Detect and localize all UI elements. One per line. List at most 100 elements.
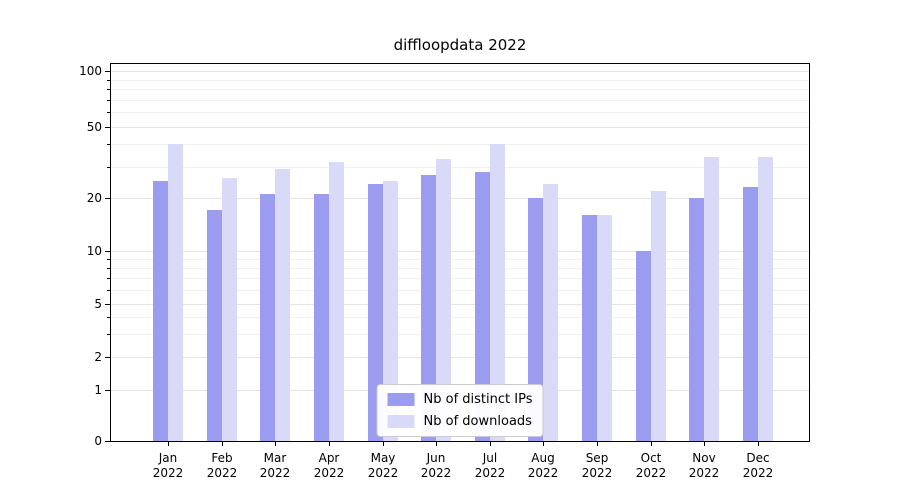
y-tick-label: 2 xyxy=(94,350,102,364)
x-tick-label: Sep 2022 xyxy=(567,451,627,481)
x-tick-mark xyxy=(383,442,384,446)
x-tick-year: 2022 xyxy=(581,466,613,480)
y-tick-mark xyxy=(105,251,110,252)
y-minor-tick-mark xyxy=(107,112,110,113)
y-tick-mark xyxy=(105,127,110,128)
x-tick-mark xyxy=(597,442,598,446)
y-tick-mark xyxy=(105,357,110,358)
bar-nb-of-distinct-ips-jun xyxy=(421,175,436,441)
bar-nb-of-downloads-dec xyxy=(758,157,773,441)
bar-nb-of-distinct-ips-jan xyxy=(153,181,168,441)
y-minor-tick-mark xyxy=(107,89,110,90)
x-tick-month: Sep xyxy=(585,451,609,465)
legend: Nb of distinct IPs Nb of downloads xyxy=(376,384,544,437)
x-tick-mark xyxy=(651,442,652,446)
y-tick-label: 20 xyxy=(86,191,102,205)
minor-gridline xyxy=(111,259,809,260)
x-tick-mark xyxy=(275,442,276,446)
y-minor-tick-mark xyxy=(107,290,110,291)
bar-nb-of-distinct-ips-mar xyxy=(260,194,275,441)
bar-nb-of-downloads-apr xyxy=(329,162,344,441)
major-gridline xyxy=(111,71,809,72)
minor-gridline xyxy=(111,80,809,81)
minor-gridline xyxy=(111,100,809,101)
bar-nb-of-downloads-jan xyxy=(168,144,183,441)
y-tick-label: 100 xyxy=(79,64,102,78)
bar-nb-of-distinct-ips-aug xyxy=(528,198,543,441)
x-tick-label: Oct 2022 xyxy=(621,451,681,481)
y-minor-tick-mark xyxy=(107,317,110,318)
x-tick-month: Apr xyxy=(318,451,340,465)
x-tick-year: 2022 xyxy=(474,466,506,480)
y-minor-tick-mark xyxy=(107,278,110,279)
bar-nb-of-distinct-ips-may xyxy=(368,184,383,441)
x-tick-month: Nov xyxy=(692,451,716,465)
bar-nb-of-distinct-ips-apr xyxy=(314,194,329,441)
y-minor-tick-mark xyxy=(107,144,110,145)
y-tick-label: 5 xyxy=(94,297,102,311)
x-tick-mark xyxy=(436,442,437,446)
bar-nb-of-downloads-mar xyxy=(275,169,290,441)
x-tick-label: Mar 2022 xyxy=(245,451,305,481)
x-tick-month: Jan xyxy=(158,451,178,465)
x-tick-year: 2022 xyxy=(742,466,774,480)
x-tick-label: Apr 2022 xyxy=(299,451,359,481)
major-gridline xyxy=(111,127,809,128)
bar-nb-of-distinct-ips-dec xyxy=(743,187,758,441)
y-tick-label: 10 xyxy=(86,244,102,258)
x-tick-label: Jun 2022 xyxy=(406,451,466,481)
y-tick-mark xyxy=(105,441,110,442)
chart-title: diffloopdata 2022 xyxy=(393,36,527,54)
minor-gridline xyxy=(111,268,809,269)
x-tick-year: 2022 xyxy=(259,466,291,480)
y-minor-tick-mark xyxy=(107,167,110,168)
x-tick-mark xyxy=(758,442,759,446)
major-gridline xyxy=(111,251,809,252)
bar-nb-of-downloads-may xyxy=(383,181,398,441)
legend-label-distinct-ips: Nb of distinct IPs xyxy=(423,392,533,407)
x-tick-mark xyxy=(168,442,169,446)
x-tick-year: 2022 xyxy=(367,466,399,480)
x-tick-year: 2022 xyxy=(152,466,184,480)
minor-gridline xyxy=(111,89,809,90)
minor-gridline xyxy=(111,112,809,113)
bar-nb-of-downloads-aug xyxy=(543,184,558,441)
x-tick-mark xyxy=(490,442,491,446)
legend-swatch-downloads xyxy=(387,415,415,428)
bar-nb-of-distinct-ips-nov xyxy=(689,198,704,441)
y-tick-mark xyxy=(105,71,110,72)
y-tick-label: 1 xyxy=(94,383,102,397)
bar-nb-of-distinct-ips-feb xyxy=(207,210,222,441)
x-tick-month: Jul xyxy=(482,451,498,465)
x-tick-month: Aug xyxy=(531,451,555,465)
x-tick-year: 2022 xyxy=(688,466,720,480)
major-gridline xyxy=(111,198,809,199)
x-tick-label: Jul 2022 xyxy=(460,451,520,481)
legend-entry-distinct-ips: Nb of distinct IPs xyxy=(387,392,533,407)
major-gridline xyxy=(111,304,809,305)
minor-gridline xyxy=(111,317,809,318)
minor-gridline xyxy=(111,167,809,168)
x-tick-month: Feb xyxy=(211,451,233,465)
y-tick-mark xyxy=(105,198,110,199)
bar-nb-of-downloads-jun xyxy=(436,159,451,441)
y-minor-tick-mark xyxy=(107,80,110,81)
x-tick-month: Dec xyxy=(746,451,770,465)
y-tick-mark xyxy=(105,390,110,391)
x-tick-mark xyxy=(704,442,705,446)
bar-nb-of-distinct-ips-sep xyxy=(582,215,597,441)
bar-nb-of-downloads-sep xyxy=(597,215,612,441)
x-tick-label: Nov 2022 xyxy=(674,451,734,481)
minor-gridline xyxy=(111,334,809,335)
x-tick-month: Mar xyxy=(263,451,287,465)
x-tick-month: Oct xyxy=(640,451,662,465)
x-tick-label: May 2022 xyxy=(353,451,413,481)
x-tick-year: 2022 xyxy=(206,466,238,480)
x-tick-label: Jan 2022 xyxy=(138,451,198,481)
x-tick-year: 2022 xyxy=(635,466,667,480)
y-minor-tick-mark xyxy=(107,334,110,335)
y-minor-tick-mark xyxy=(107,259,110,260)
x-tick-month: Jun xyxy=(426,451,446,465)
x-tick-year: 2022 xyxy=(313,466,345,480)
y-minor-tick-mark xyxy=(107,268,110,269)
